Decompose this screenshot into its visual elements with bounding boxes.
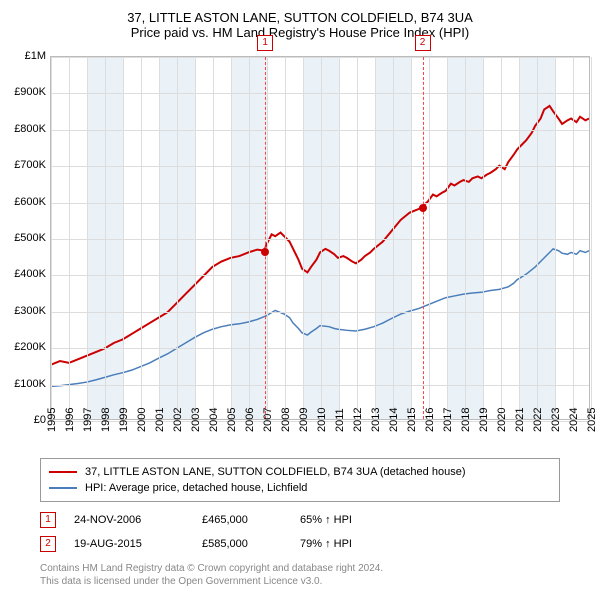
event-marker: 2	[415, 35, 431, 51]
x-tick-label: 2013	[370, 408, 382, 432]
event-row: 1 24-NOV-2006 £465,000 65% ↑ HPI	[40, 508, 560, 532]
x-tick-label: 2025	[586, 408, 598, 432]
x-tick-label: 1997	[82, 408, 94, 432]
x-tick-label: 2007	[262, 408, 274, 432]
event-table: 1 24-NOV-2006 £465,000 65% ↑ HPI 2 19-AU…	[40, 508, 560, 556]
x-tick-label: 2022	[532, 408, 544, 432]
legend-label-0: 37, LITTLE ASTON LANE, SUTTON COLDFIELD,…	[85, 466, 465, 478]
x-tick-label: 2008	[280, 408, 292, 432]
x-tick-label: 2012	[352, 408, 364, 432]
x-tick-label: 2017	[442, 408, 454, 432]
y-tick-label: £900K	[2, 86, 46, 98]
x-tick-label: 2023	[550, 408, 562, 432]
legend-swatch-0	[49, 471, 77, 473]
x-tick-label: 1998	[100, 408, 112, 432]
event-date: 19-AUG-2015	[74, 538, 184, 550]
x-tick-label: 2003	[190, 408, 202, 432]
y-tick-label: £400K	[2, 268, 46, 280]
series-line	[51, 249, 589, 387]
x-tick-label: 1999	[118, 408, 130, 432]
legend: 37, LITTLE ASTON LANE, SUTTON COLDFIELD,…	[40, 458, 560, 502]
event-delta: 65% ↑ HPI	[300, 514, 352, 526]
y-tick-label: £100K	[2, 378, 46, 390]
x-tick-label: 2001	[154, 408, 166, 432]
event-badge: 2	[40, 536, 56, 552]
event-price: £585,000	[202, 538, 282, 550]
x-tick-label: 2005	[226, 408, 238, 432]
event-delta: 79% ↑ HPI	[300, 538, 352, 550]
x-tick-label: 2014	[388, 408, 400, 432]
x-tick-label: 2006	[244, 408, 256, 432]
legend-label-1: HPI: Average price, detached house, Lich…	[85, 482, 307, 494]
x-tick-label: 1996	[64, 408, 76, 432]
legend-swatch-1	[49, 487, 77, 489]
y-tick-label: £600K	[2, 196, 46, 208]
title-address: 37, LITTLE ASTON LANE, SUTTON COLDFIELD,…	[0, 10, 600, 25]
title-subtitle: Price paid vs. HM Land Registry's House …	[0, 25, 600, 40]
x-tick-label: 2016	[424, 408, 436, 432]
x-tick-label: 2004	[208, 408, 220, 432]
event-line	[265, 57, 266, 419]
x-tick-label: 2020	[496, 408, 508, 432]
y-tick-label: £1M	[2, 50, 46, 62]
x-tick-label: 2000	[136, 408, 148, 432]
title-block: 37, LITTLE ASTON LANE, SUTTON COLDFIELD,…	[0, 0, 600, 40]
x-tick-label: 2015	[406, 408, 418, 432]
y-tick-label: £700K	[2, 159, 46, 171]
y-tick-label: £300K	[2, 305, 46, 317]
event-badge: 1	[40, 512, 56, 528]
y-tick-label: £800K	[2, 123, 46, 135]
price-dot	[261, 248, 269, 256]
event-date: 24-NOV-2006	[74, 514, 184, 526]
y-tick-label: £200K	[2, 341, 46, 353]
plot: 12	[50, 56, 590, 420]
price-dot	[419, 204, 427, 212]
series-svg	[51, 57, 589, 419]
chart-area: 12 1995 1996 1997 1998 1999 2000 2001 2002 2003 2…	[0, 40, 600, 450]
footnote: Contains HM Land Registry data © Crown c…	[40, 562, 560, 588]
footnote-1: Contains HM Land Registry data © Crown c…	[40, 562, 560, 575]
event-price: £465,000	[202, 514, 282, 526]
event-marker: 1	[257, 35, 273, 51]
x-tick-label: 2021	[514, 408, 526, 432]
x-tick-label: 2018	[460, 408, 472, 432]
event-row: 2 19-AUG-2015 £585,000 79% ↑ HPI	[40, 532, 560, 556]
legend-row: HPI: Average price, detached house, Lich…	[49, 480, 551, 496]
event-line	[423, 57, 424, 419]
footnote-2: This data is licensed under the Open Gov…	[40, 575, 560, 588]
x-tick-label: 2009	[298, 408, 310, 432]
x-tick-label: 2019	[478, 408, 490, 432]
y-tick-label: £500K	[2, 232, 46, 244]
container: 37, LITTLE ASTON LANE, SUTTON COLDFIELD,…	[0, 0, 600, 588]
x-tick-label: 2010	[316, 408, 328, 432]
legend-row: 37, LITTLE ASTON LANE, SUTTON COLDFIELD,…	[49, 464, 551, 480]
x-tick-label: 1995	[46, 408, 58, 432]
x-tick-label: 2002	[172, 408, 184, 432]
y-tick-label: £0	[2, 414, 46, 426]
x-tick-label: 2024	[568, 408, 580, 432]
x-tick-label: 2011	[334, 408, 346, 432]
